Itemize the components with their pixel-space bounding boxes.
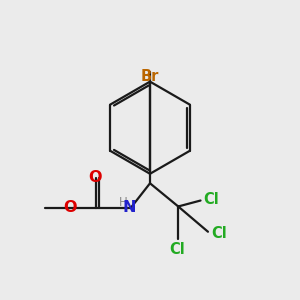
- Text: Cl: Cl: [211, 226, 227, 241]
- Text: O: O: [63, 200, 76, 215]
- Text: Cl: Cl: [203, 192, 219, 207]
- Text: Cl: Cl: [169, 242, 184, 257]
- Text: H: H: [119, 196, 128, 209]
- Text: Br: Br: [141, 69, 159, 84]
- Text: N: N: [122, 200, 136, 215]
- Text: O: O: [88, 170, 102, 185]
